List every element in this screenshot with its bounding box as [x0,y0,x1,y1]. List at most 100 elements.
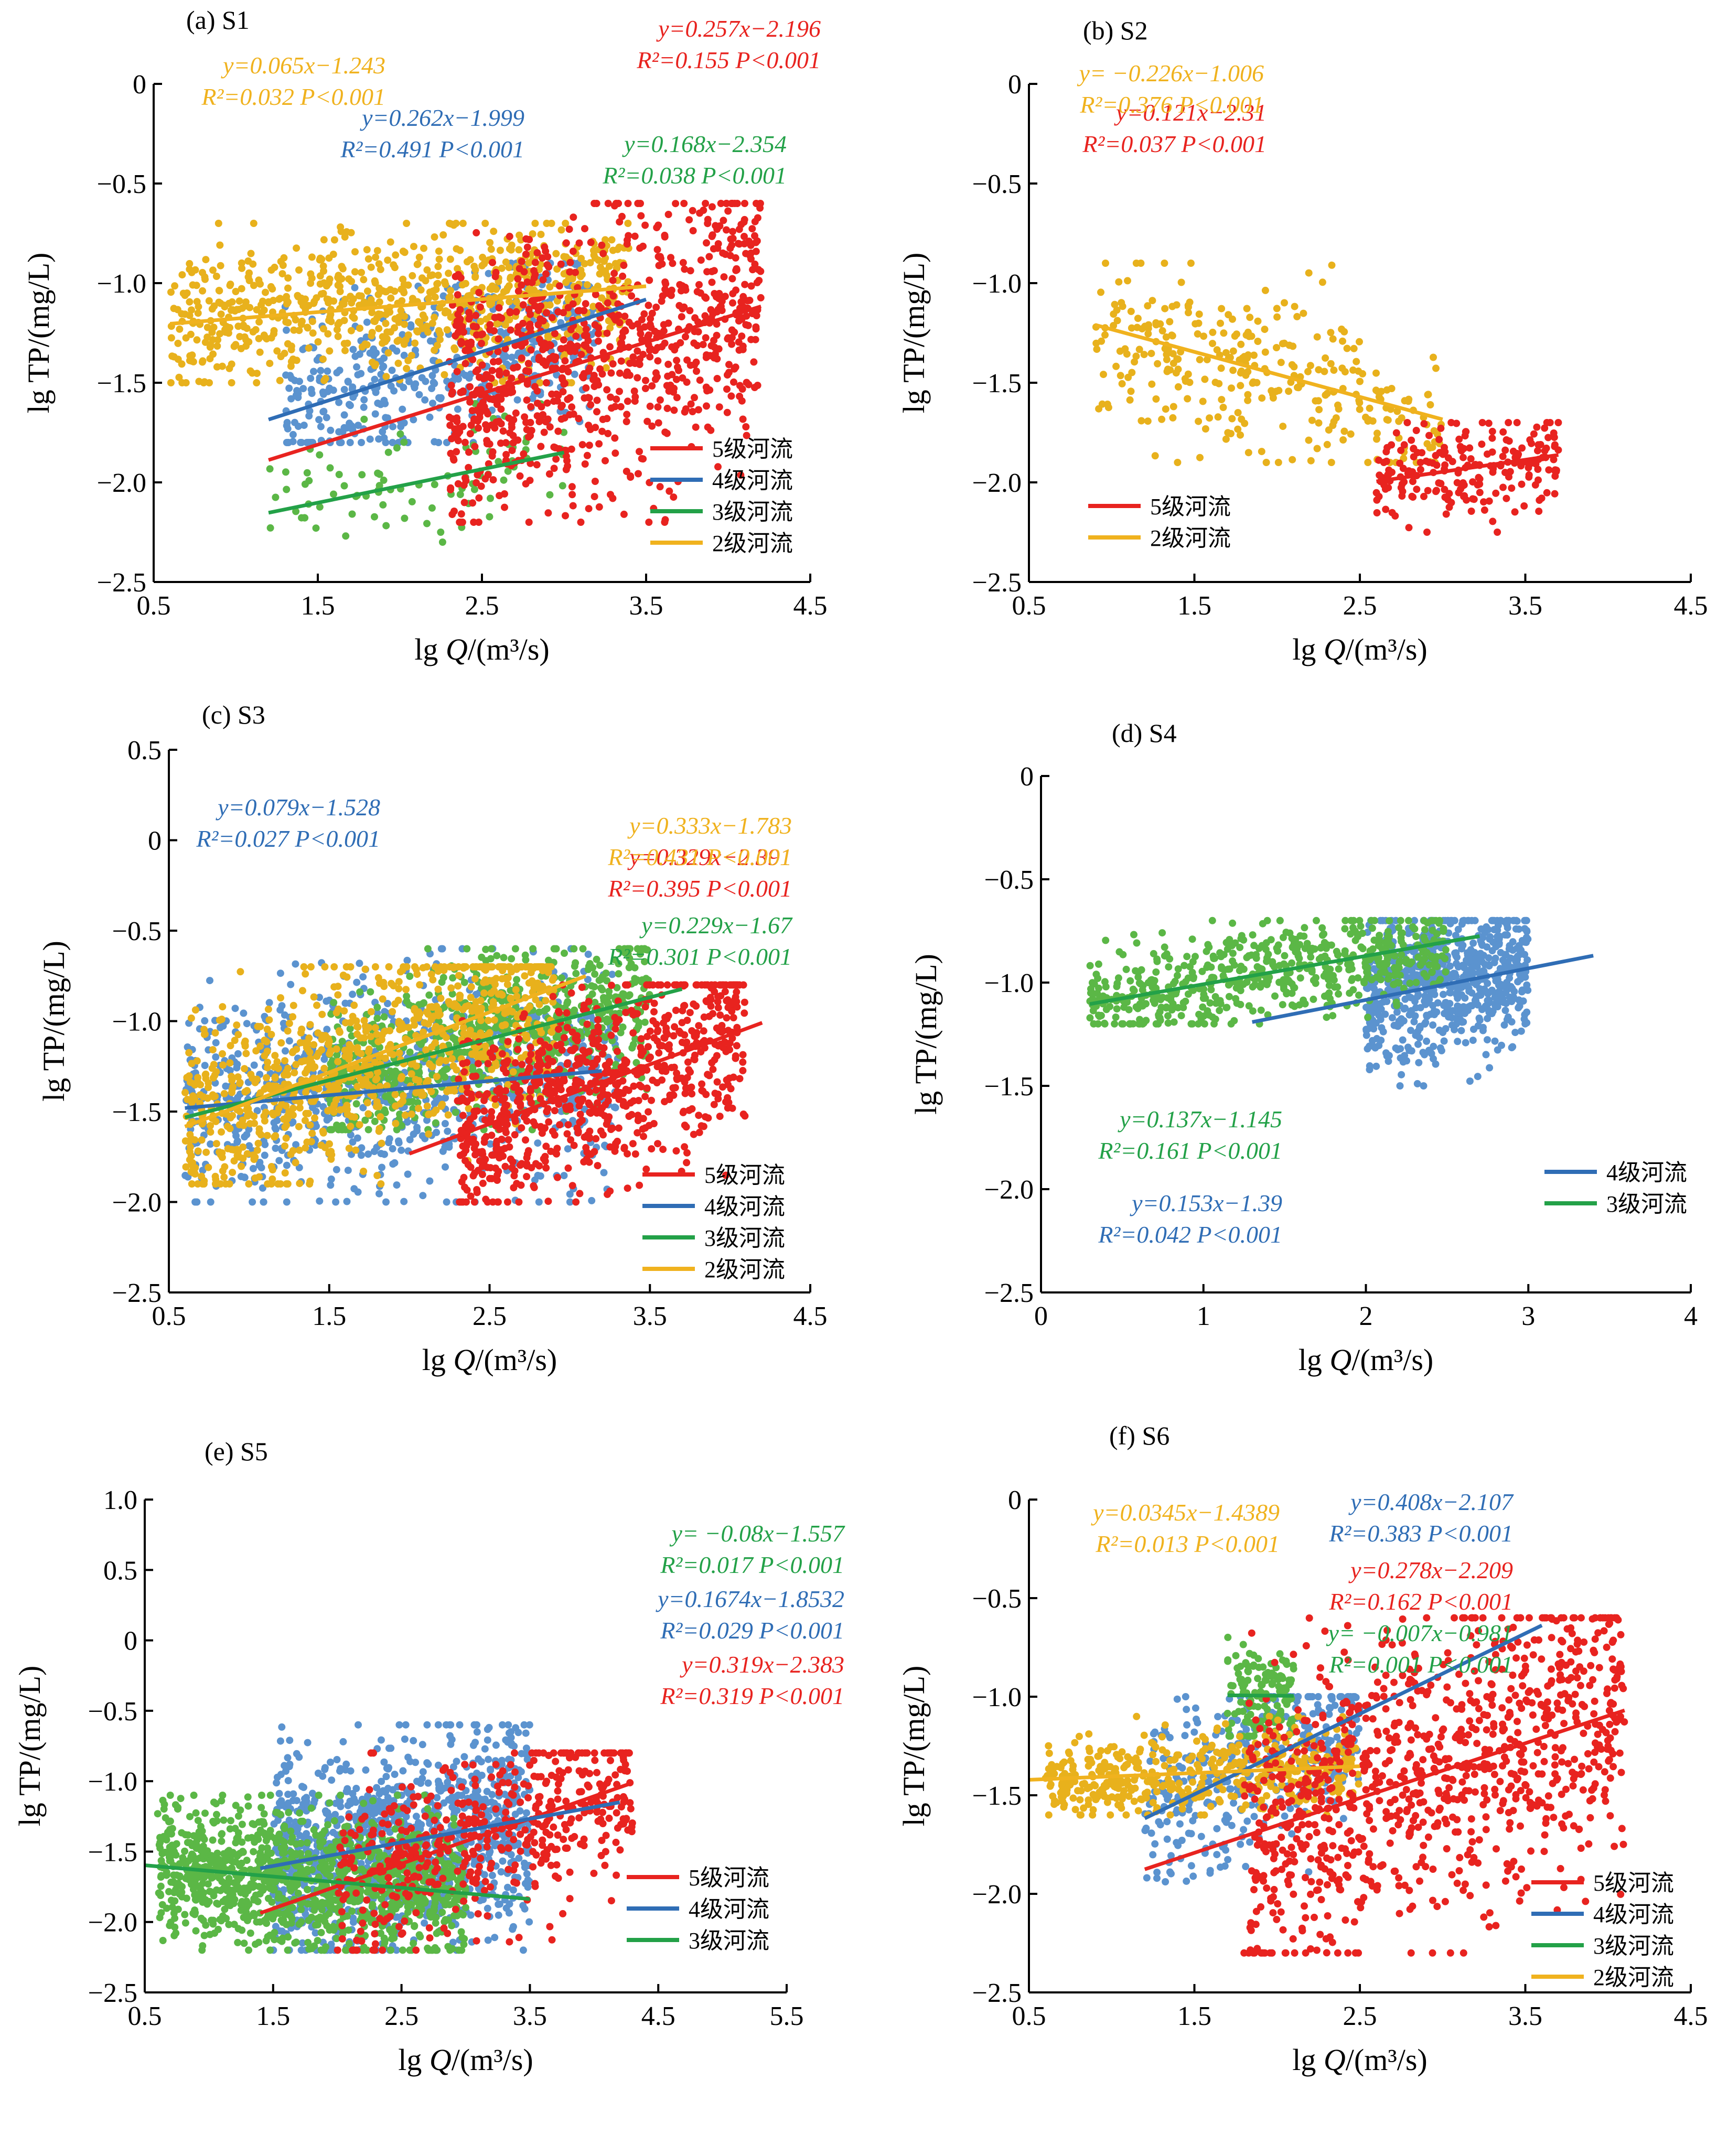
data-point [527,403,535,411]
data-point [1217,319,1224,327]
data-point [431,481,438,488]
data-point [323,1116,331,1124]
data-point [1104,404,1112,412]
data-point [591,200,598,207]
data-point [509,432,517,439]
data-point [356,960,363,967]
data-point [609,494,617,502]
data-point [327,1175,335,1183]
data-point [515,246,523,254]
data-point [518,342,525,350]
data-point [444,1127,452,1135]
data-point [624,278,632,286]
data-point [473,323,480,331]
data-point [560,428,568,436]
data-point [561,357,569,365]
data-point [287,980,295,988]
data-point [356,350,363,358]
data-point [335,272,342,279]
data-point [296,1180,304,1188]
data-point [1138,325,1146,333]
data-point [232,341,240,349]
data-point [316,451,324,459]
data-point [554,308,562,316]
data-point [484,410,491,418]
data-point [1100,371,1107,379]
data-point [1134,315,1142,322]
data-point [403,220,411,227]
data-point [1095,405,1103,413]
data-point [566,268,574,276]
data-point [441,371,448,379]
regression-stats: R²=0.491 P<0.001 [340,136,524,163]
data-point [347,229,355,236]
data-point [568,275,576,283]
data-point [1313,333,1321,341]
data-point [206,343,214,351]
data-point [673,375,680,383]
data-point [332,1198,340,1206]
data-point [1511,508,1519,516]
data-point [363,1099,371,1107]
data-point [1281,299,1288,307]
data-point [611,434,619,442]
data-point [1112,362,1120,370]
data-point [542,358,550,366]
data-point [1347,430,1355,438]
data-point [1341,368,1349,376]
data-point [390,261,398,269]
data-point [253,370,261,378]
data-point [1242,331,1250,339]
data-point [353,363,361,371]
data-point [403,963,411,971]
data-point [379,363,387,371]
data-point [271,1073,279,1081]
data-point [179,289,187,297]
data-point [552,250,560,257]
data-point [582,384,590,392]
data-point [1220,329,1228,337]
data-point [1231,332,1239,340]
data-point [209,350,217,358]
data-point [1093,346,1101,353]
data-point [300,963,308,971]
data-point [486,239,494,246]
data-point [700,207,707,214]
data-point [345,275,353,283]
data-point [646,276,653,284]
data-point [348,510,356,518]
data-point [387,238,394,246]
data-point [755,277,763,284]
data-point [1425,432,1433,439]
data-point [421,396,429,404]
data-point [493,401,501,408]
data-point [479,398,487,406]
data-point [408,498,416,505]
data-point [273,1058,281,1066]
data-point [294,423,302,430]
data-point [616,369,624,377]
data-point [196,1091,204,1099]
data-point [351,284,359,292]
data-point [1185,309,1192,317]
data-point [635,470,642,478]
data-point [1433,487,1440,494]
data-point [473,229,480,236]
data-point [208,305,216,313]
data-point [429,400,436,407]
data-point [593,408,600,416]
data-point [285,1019,293,1027]
data-point [1480,498,1487,506]
data-point [727,392,735,400]
data-point [1147,350,1155,358]
data-point [272,493,280,501]
data-point [664,360,672,368]
data-point [345,1145,353,1152]
data-point [1261,348,1269,356]
data-point [1315,419,1323,427]
data-point [422,378,430,385]
data-point [1494,529,1501,536]
data-point [723,408,731,416]
data-point [394,1137,402,1145]
data-point [337,439,345,446]
